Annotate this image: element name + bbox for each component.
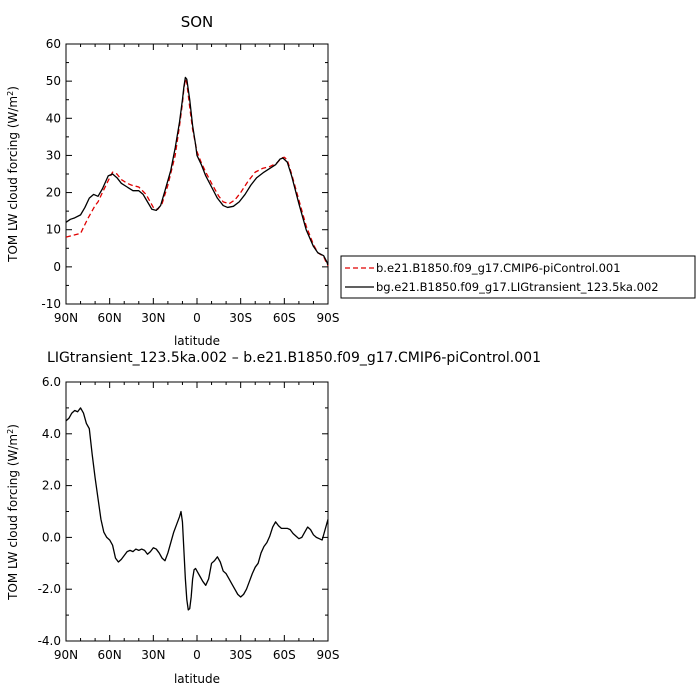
- top-series-lines: [65, 76, 329, 267]
- x-tick-label: 30S: [229, 311, 252, 325]
- x-tick-label: 90N: [54, 311, 78, 325]
- legend: b.e21.B1850.f09_g17.CMIP6-piControl.001 …: [340, 255, 696, 299]
- bottom-y-axis-label: TOM LW cloud forcing (W/m2): [6, 424, 21, 601]
- legend-label-ligtransient: bg.e21.B1850.f09_g17.LIGtransient_123.5k…: [376, 280, 659, 294]
- legend-box: [340, 255, 696, 299]
- y-tick-label: 40: [46, 111, 61, 125]
- y-tick-label: 0.0: [42, 530, 61, 544]
- series-line-0: [65, 78, 329, 267]
- legend-label-picontrol: b.e21.B1850.f09_g17.CMIP6-piControl.001: [376, 261, 621, 275]
- x-tick-label: 0: [193, 311, 201, 325]
- x-tick-label: 30N: [141, 311, 165, 325]
- y-tick-label: 2.0: [42, 479, 61, 493]
- bottom-plot-frame: [65, 381, 329, 642]
- top-panel-title: SON: [181, 13, 214, 31]
- y-tick-label: 30: [46, 148, 61, 162]
- y-tick-label: 50: [46, 74, 61, 88]
- top-y-axis-label: TOM LW cloud forcing (W/m2): [6, 86, 21, 263]
- series-line-1: [65, 76, 329, 266]
- series-line-0: [65, 407, 329, 611]
- x-tick-label: 60S: [273, 311, 296, 325]
- y-tick-label: -10: [41, 297, 61, 311]
- x-tick-label: 30S: [229, 648, 252, 662]
- top-axis-ticks: 90N 60N 30N 0 30S 60S 90S -10 0 10 20 30 40 50 60: [41, 37, 339, 325]
- y-tick-label: 60: [46, 37, 61, 51]
- x-tick-label: 30N: [141, 648, 165, 662]
- bottom-panel: LIGtransient_123.5ka.002 – b.e21.B1850.f…: [6, 350, 541, 686]
- x-tick-label: 90S: [317, 648, 340, 662]
- x-tick-label: 60N: [98, 648, 122, 662]
- y-tick-label: 6.0: [42, 375, 61, 389]
- y-tick-label: 4.0: [42, 427, 61, 441]
- bottom-series-lines: [65, 407, 329, 611]
- y-tick-label: -4.0: [38, 634, 61, 648]
- x-tick-label: 0: [193, 648, 201, 662]
- top-plot-frame: [65, 43, 329, 305]
- y-tick-label: 10: [46, 223, 61, 237]
- bottom-axis-ticks: 90N 60N 30N 0 30S 60S 90S -4.0 -2.0 0.0 2.0 4.0 6.0: [38, 375, 340, 662]
- y-tick-label: 20: [46, 186, 61, 200]
- top-panel: SON 90N 60N 30N 0 30S 60S 90S-100102030405060 …: [6, 13, 696, 348]
- y-tick-label: -2.0: [38, 582, 61, 596]
- x-tick-label: 60S: [273, 648, 296, 662]
- x-tick-label: 90S: [317, 311, 340, 325]
- bottom-panel-title: LIGtransient_123.5ka.002 – b.e21.B1850.f…: [47, 350, 541, 366]
- y-tick-label: 0: [53, 260, 61, 274]
- bottom-x-axis-label: latitude: [174, 672, 220, 686]
- top-x-axis-label: latitude: [174, 334, 220, 348]
- x-tick-label: 60N: [98, 311, 122, 325]
- x-tick-label: 90N: [54, 648, 78, 662]
